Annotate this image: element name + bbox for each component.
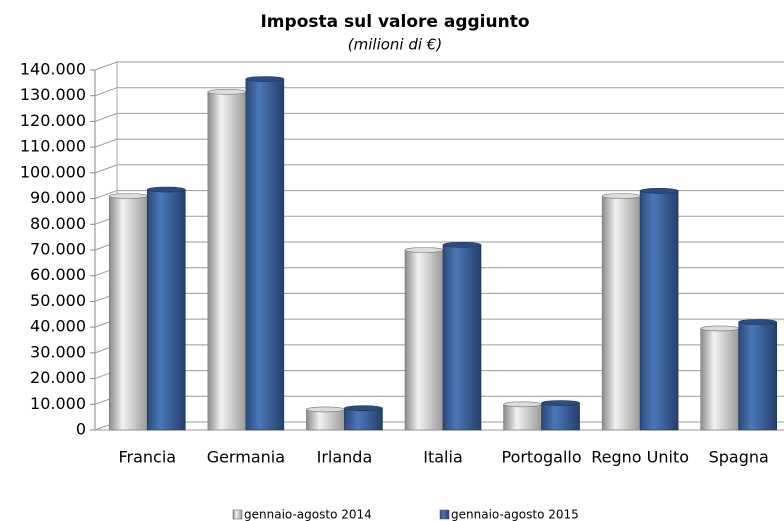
- bar: [344, 407, 383, 431]
- y-tick-label: 10.000: [30, 394, 86, 413]
- bar: [738, 321, 778, 431]
- bar-top: [738, 319, 778, 325]
- x-tick-label: Germania: [207, 448, 285, 467]
- bar: [503, 403, 542, 431]
- x-tick-label: Irlanda: [317, 448, 373, 467]
- y-tick-label: 40.000: [30, 317, 86, 336]
- x-tick-label: Portogallo: [501, 448, 581, 467]
- bar-top: [700, 325, 740, 332]
- y-tick-label: 50.000: [30, 291, 86, 310]
- bar-top: [344, 405, 383, 411]
- legend-label: gennaio-agosto 2015: [451, 508, 579, 521]
- bar-top: [108, 193, 148, 199]
- y-tick-label: 30.000: [30, 342, 86, 361]
- y-tick-label: 60.000: [30, 265, 86, 284]
- grid-line: [94, 87, 784, 97]
- y-tick-label: 0: [76, 420, 86, 439]
- bar: [306, 409, 345, 431]
- legend-swatch: [439, 509, 450, 520]
- bar-top: [404, 247, 444, 253]
- bar-top: [639, 188, 679, 194]
- y-tick-label: 20.000: [30, 368, 86, 387]
- chart-subtitle: (milioni di €): [348, 36, 442, 54]
- bar-top: [503, 401, 542, 408]
- bar: [442, 244, 482, 431]
- grid-line: [94, 164, 784, 174]
- bar: [245, 78, 285, 431]
- bar: [601, 195, 641, 431]
- chart-title: Imposta sul valore aggiunto: [260, 12, 529, 32]
- grid-line: [94, 215, 784, 225]
- bar: [207, 91, 247, 431]
- bar: [639, 190, 679, 431]
- x-tick-label: Spagna: [709, 448, 769, 467]
- bar-top: [541, 400, 580, 406]
- legend-swatch: [232, 509, 243, 520]
- bar: [541, 402, 580, 431]
- y-tick-label: 120.000: [20, 111, 86, 130]
- y-tick-label: 80.000: [30, 214, 86, 233]
- bar: [108, 195, 148, 431]
- bar-top: [245, 76, 285, 82]
- grid-line: [94, 112, 784, 122]
- bar-top: [306, 406, 345, 413]
- x-tick-label: Regno Unito: [591, 448, 689, 467]
- bar-top: [146, 186, 186, 193]
- bar-top: [207, 89, 247, 95]
- y-tick-label: 140.000: [20, 60, 86, 79]
- x-tick-label: Italia: [423, 448, 463, 467]
- bar: [700, 328, 740, 431]
- grid-line: [94, 61, 784, 71]
- y-tick-label: 90.000: [30, 188, 86, 207]
- y-tick-label: 130.000: [20, 85, 86, 104]
- grid-line: [94, 138, 784, 148]
- y-tick-label: 70.000: [30, 240, 86, 259]
- x-tick-label: Francia: [118, 448, 176, 467]
- bar-top: [601, 193, 641, 199]
- bar-top: [442, 242, 482, 248]
- bar: [146, 189, 186, 431]
- y-tick-label: 100.000: [20, 162, 86, 181]
- y-tick-label: 110.000: [20, 137, 86, 156]
- legend-label: gennaio-agosto 2014: [244, 508, 372, 521]
- bar: [404, 249, 444, 431]
- grid-line: [94, 190, 784, 200]
